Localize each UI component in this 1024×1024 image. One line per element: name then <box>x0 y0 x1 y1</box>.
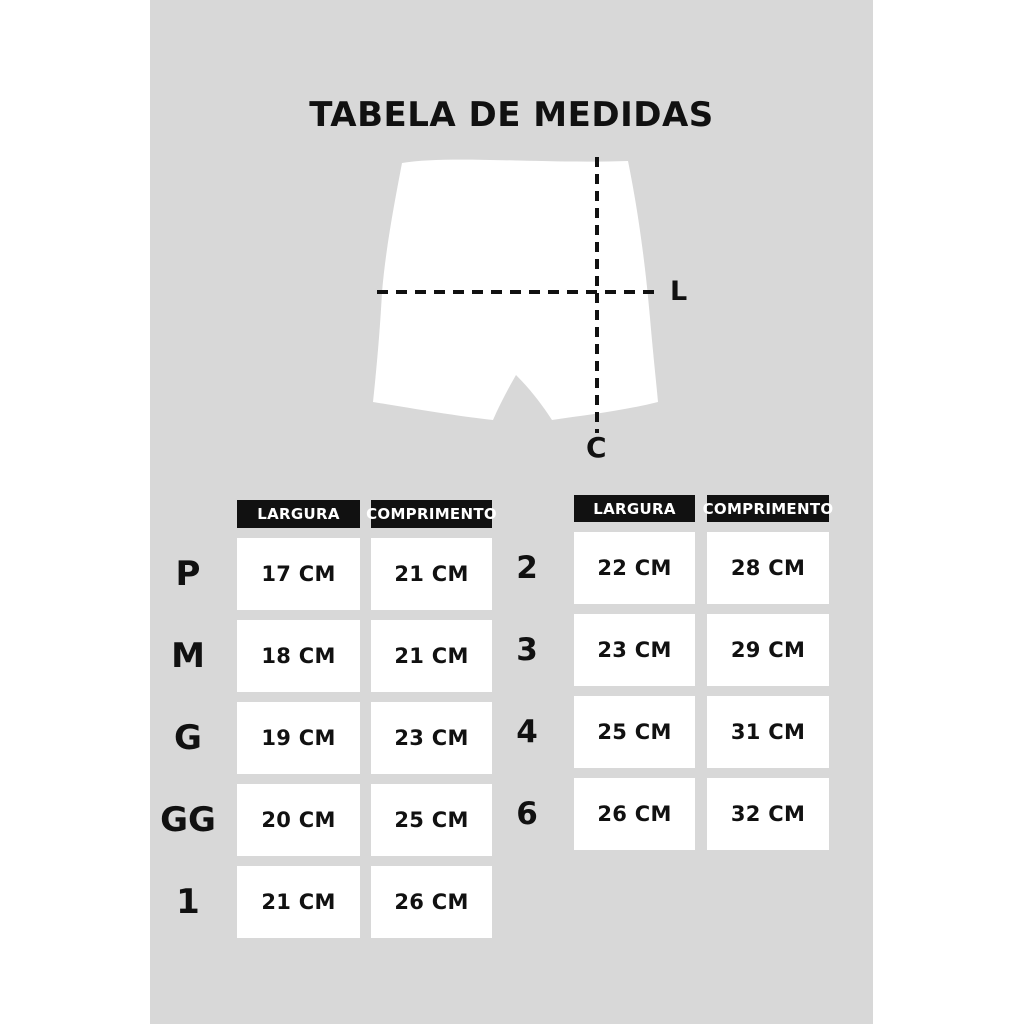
size-row-label: P <box>175 554 201 594</box>
size-row-label: 2 <box>516 550 538 586</box>
comprimento-cell: 32 CM <box>707 778 829 850</box>
largura-cell: 19 CM <box>237 702 360 774</box>
comprimento-cell: 28 CM <box>707 532 829 604</box>
comprimento-cell: 31 CM <box>707 696 829 768</box>
size-row-label: 1 <box>176 882 200 922</box>
comprimento-cell: 21 CM <box>371 538 492 610</box>
largura-cell: 23 CM <box>574 614 695 686</box>
size-table-letter-sizes: LARGURA COMPRIMENTO P 17 CM 21 CM M 18 C… <box>150 500 497 938</box>
largura-cell: 18 CM <box>237 620 360 692</box>
largura-cell: 20 CM <box>237 784 360 856</box>
table-corner-spacer <box>150 500 226 528</box>
size-row-label: GG <box>160 800 216 840</box>
largura-cell: 26 CM <box>574 778 695 850</box>
largura-cell: 17 CM <box>237 538 360 610</box>
comprimento-cell: 29 CM <box>707 614 829 686</box>
shorts-silhouette <box>373 159 658 420</box>
comprimento-cell: 23 CM <box>371 702 492 774</box>
page-title: TABELA DE MEDIDAS <box>309 95 714 135</box>
largura-column-header: LARGURA <box>574 495 695 522</box>
length-label-C: C <box>586 431 607 464</box>
comprimento-cell: 25 CM <box>371 784 492 856</box>
shorts-illustration <box>373 157 662 433</box>
table-corner-spacer <box>492 495 562 522</box>
size-row-label: G <box>174 718 202 758</box>
comprimento-cell: 26 CM <box>371 866 492 938</box>
size-row-label: 6 <box>516 796 538 832</box>
shorts-diagram <box>360 148 700 468</box>
comprimento-cell: 21 CM <box>371 620 492 692</box>
width-label-L: L <box>670 276 688 307</box>
largura-column-header: LARGURA <box>237 500 360 528</box>
comprimento-column-header: COMPRIMENTO <box>703 495 833 522</box>
comprimento-column-header: COMPRIMENTO <box>366 500 497 528</box>
size-row-label: 3 <box>516 632 538 668</box>
size-row-label: 4 <box>516 714 538 750</box>
largura-cell: 25 CM <box>574 696 695 768</box>
largura-cell: 21 CM <box>237 866 360 938</box>
size-table-number-sizes: LARGURA COMPRIMENTO 2 22 CM 28 CM 3 23 C… <box>492 495 833 850</box>
size-row-label: M <box>171 636 205 676</box>
largura-cell: 22 CM <box>574 532 695 604</box>
